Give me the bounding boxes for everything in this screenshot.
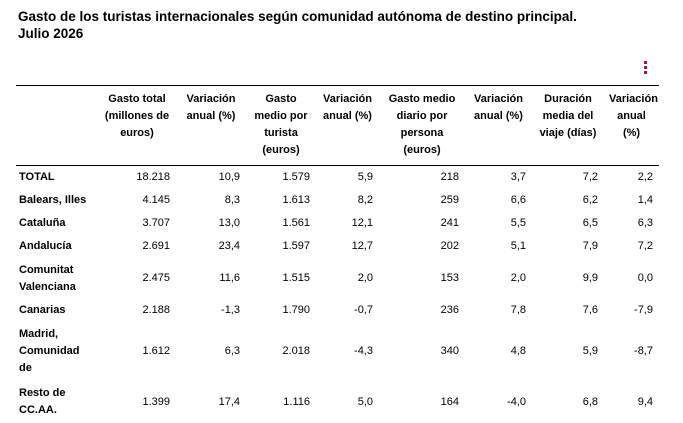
- table-row: Canarias 2.188 -1,3 1.790 -0,7 236 7,8 7…: [16, 299, 659, 322]
- cell-value: 7,2: [637, 240, 653, 252]
- cell-value: 340: [440, 345, 459, 357]
- cell-value: 2,0: [357, 272, 373, 284]
- row-label: Cataluña: [19, 217, 66, 229]
- column-header-total-spending: Gasto total (millones de euros): [104, 93, 170, 139]
- cell-value: 241: [440, 217, 459, 229]
- menu-dot: [644, 61, 647, 64]
- cell-value: 7,6: [582, 304, 598, 316]
- cell-value: 2,2: [637, 171, 653, 183]
- cell-value: 12,7: [351, 240, 373, 252]
- cell-value: 9,4: [637, 395, 653, 408]
- cell-value: 6,8: [582, 395, 598, 408]
- row-label: Andalucía: [19, 240, 72, 252]
- cell-value: 7,2: [582, 171, 598, 183]
- cell-value: 2.018: [282, 345, 310, 357]
- cell-value: 1.399: [142, 395, 170, 408]
- cell-value: 1.597: [282, 240, 310, 252]
- cell-value: 2,0: [510, 272, 526, 284]
- column-header-annual-change: Variación anual (%): [186, 93, 236, 122]
- cell-value: 6,5: [582, 217, 598, 229]
- table-row: Comunitat Valenciana 2.475 11,6 1.515 2,…: [16, 258, 659, 299]
- cell-value: -4,3: [354, 345, 373, 357]
- cell-value: 6,3: [637, 217, 653, 229]
- cell-value: 8,3: [224, 194, 240, 206]
- cell-value: 1.515: [282, 272, 310, 284]
- cell-value: 5,1: [510, 240, 526, 252]
- cell-value: -0,7: [354, 304, 373, 316]
- cell-value: 13,0: [218, 217, 240, 229]
- cell-value: 1.790: [282, 304, 310, 316]
- cell-value: 6,2: [582, 194, 598, 206]
- cell-value: 236: [440, 304, 459, 316]
- cell-value: 3,7: [510, 171, 526, 183]
- cell-value: 2.188: [142, 304, 170, 316]
- cell-value: 11,6: [219, 272, 240, 284]
- column-header-annual-change: Variación anual (%): [474, 93, 523, 122]
- menu-dot: [644, 66, 647, 69]
- cell-value: 12,1: [351, 217, 373, 229]
- cell-value: 18.218: [136, 171, 170, 183]
- table-row: Balears, Illes 4.145 8,3 1.613 8,2 259 6…: [16, 189, 659, 212]
- cell-value: 8,2: [357, 194, 373, 206]
- title-line-2: Julio 2026: [18, 26, 84, 41]
- cell-value: 259: [440, 194, 459, 206]
- page-title: Gasto de los turistas internacionales se…: [18, 8, 638, 42]
- cell-value: 218: [440, 171, 459, 183]
- cell-value: 164: [440, 395, 459, 408]
- cell-value: 1.561: [282, 217, 310, 229]
- cell-value: 7,8: [510, 304, 526, 316]
- row-label: Resto de CC.AA.: [19, 387, 66, 416]
- column-header-region: [16, 86, 98, 166]
- row-label: Madrid, Comunidad de: [19, 328, 80, 374]
- cell-value: -4,0: [507, 395, 526, 408]
- menu-dot: [644, 71, 647, 74]
- cell-value: 6,3: [224, 345, 240, 357]
- cell-value: 5,9: [357, 171, 373, 183]
- row-label: Comunitat Valenciana: [19, 263, 76, 293]
- cell-value: 1.116: [283, 395, 310, 408]
- tourism-spending-table: Gasto total (millones de euros) Variació…: [16, 85, 659, 423]
- cell-value: 9,9: [582, 272, 598, 284]
- table-row: Resto de CC.AA. 1.399 17,4 1.116 5,0 164…: [16, 381, 659, 423]
- table-row-total: TOTAL 18.218 10,9 1.579 5,9 218 3,7 7,2 …: [16, 165, 659, 190]
- cell-value: 17,4: [218, 395, 240, 408]
- column-header-avg-per-tourist: Gasto medio por turista (euros): [254, 93, 308, 156]
- cell-value: 202: [440, 240, 459, 252]
- cell-value: 23,4: [218, 240, 240, 252]
- cell-value: 3.707: [142, 217, 170, 229]
- cell-value: 1,4: [637, 194, 653, 206]
- kebab-menu-icon[interactable]: [643, 61, 649, 75]
- cell-value: 1.613: [282, 194, 310, 206]
- column-header-avg-duration: Duración media del viaje (días): [539, 93, 597, 139]
- cell-value: -7,9: [634, 304, 653, 316]
- cell-value: 2.475: [142, 272, 170, 284]
- cell-value: 0,0: [637, 272, 653, 284]
- column-header-avg-daily: Gasto medio diario por persona (euros): [388, 93, 456, 156]
- cell-value: 10,9: [218, 171, 240, 183]
- cell-value: 7,9: [582, 240, 598, 252]
- cell-value: 2.691: [142, 240, 170, 252]
- cell-value: 6,6: [510, 194, 526, 206]
- row-label: Balears, Illes: [19, 194, 87, 206]
- cell-value: 4.145: [142, 194, 170, 206]
- cell-value: 4,8: [510, 345, 526, 357]
- table-row: Andalucía 2.691 23,4 1.597 12,7 202 5,1 …: [16, 235, 659, 258]
- cell-value: 1.579: [282, 171, 310, 183]
- column-header-annual-change: Variación anual (%): [323, 93, 372, 122]
- cell-value: 5,9: [582, 345, 598, 357]
- cell-value: 153: [440, 272, 459, 284]
- row-label: Canarias: [19, 304, 66, 316]
- table-row: Madrid, Comunidad de 1.612 6,3 2.018 -4,…: [16, 322, 659, 381]
- table-header-row: Gasto total (millones de euros) Variació…: [16, 85, 659, 166]
- cell-value: 5,5: [510, 217, 526, 229]
- column-header-annual-change: Variación anual (%): [609, 93, 658, 139]
- row-label: TOTAL: [19, 171, 55, 183]
- table-row: Cataluña 3.707 13,0 1.561 12,1 241 5,5 6…: [16, 212, 659, 235]
- title-line-1: Gasto de los turistas internacionales se…: [18, 9, 577, 24]
- cell-value: -8,7: [634, 345, 653, 357]
- cell-value: 1.612: [142, 345, 170, 357]
- cell-value: -1,3: [221, 304, 240, 316]
- cell-value: 5,0: [357, 395, 373, 408]
